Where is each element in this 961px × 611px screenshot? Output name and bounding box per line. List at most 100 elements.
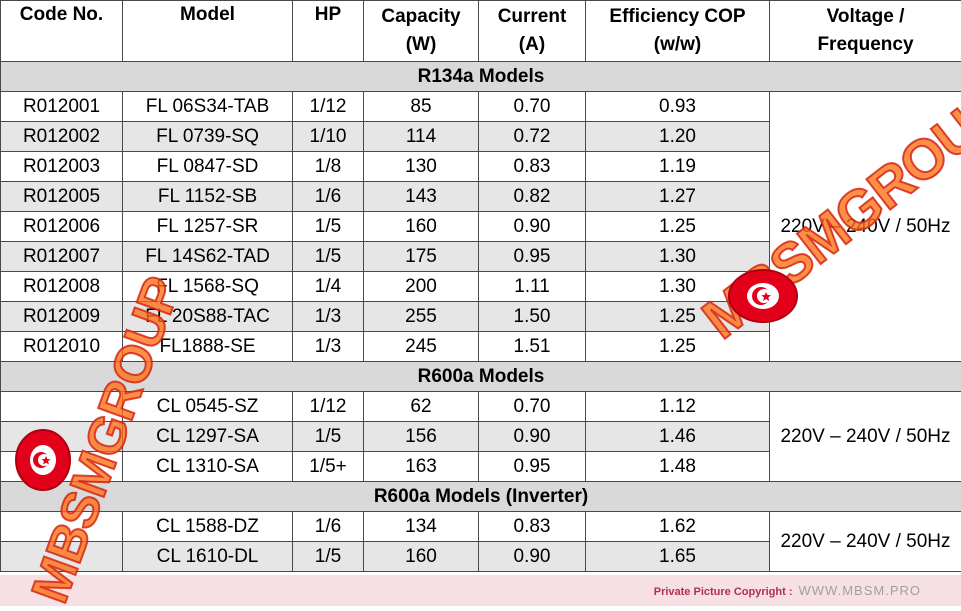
cell-cop: 1.25 bbox=[586, 332, 770, 362]
cell-current: 0.95 bbox=[479, 452, 586, 482]
cell-current: 0.90 bbox=[479, 212, 586, 242]
header-cop: Efficiency COP(w/w) bbox=[586, 1, 770, 62]
cell-code: R012001 bbox=[1, 92, 123, 122]
cell-hp: 1/6 bbox=[293, 182, 364, 212]
cell-cop: 1.27 bbox=[586, 182, 770, 212]
cell-model: CL 1297-SA bbox=[123, 422, 293, 452]
cell-code bbox=[1, 392, 123, 422]
cell-hp: 1/5 bbox=[293, 542, 364, 572]
cell-hp: 1/3 bbox=[293, 332, 364, 362]
cell-model: FL 1568-SQ bbox=[123, 272, 293, 302]
cell-cop: 1.20 bbox=[586, 122, 770, 152]
header-model: Model bbox=[123, 1, 293, 62]
cell-code: R012002 bbox=[1, 122, 123, 152]
cell-current: 0.83 bbox=[479, 512, 586, 542]
cell-code: R012003 bbox=[1, 152, 123, 182]
cell-hp: 1/3 bbox=[293, 302, 364, 332]
cell-cop: 1.46 bbox=[586, 422, 770, 452]
cell-model: FL 06S34-TAB bbox=[123, 92, 293, 122]
cell-current: 1.11 bbox=[479, 272, 586, 302]
header-code: Code No. bbox=[1, 1, 123, 62]
cell-hp: 1/5+ bbox=[293, 452, 364, 482]
cell-model: FL 14S62-TAD bbox=[123, 242, 293, 272]
cell-cop: 1.48 bbox=[586, 452, 770, 482]
cell-capacity: 163 bbox=[364, 452, 479, 482]
section-title: R600a Models (Inverter) bbox=[1, 482, 961, 512]
compressor-spec-table: Code No. Model HP Capacity(W) Current(A)… bbox=[0, 0, 961, 572]
cell-hp: 1/5 bbox=[293, 212, 364, 242]
cell-capacity: 130 bbox=[364, 152, 479, 182]
cell-code bbox=[1, 542, 123, 572]
cell-model: CL 1610-DL bbox=[123, 542, 293, 572]
cell-code: R012006 bbox=[1, 212, 123, 242]
header-row: Code No. Model HP Capacity(W) Current(A)… bbox=[1, 1, 961, 62]
cell-cop: 1.65 bbox=[586, 542, 770, 572]
cell-capacity: 114 bbox=[364, 122, 479, 152]
cell-cop: 0.93 bbox=[586, 92, 770, 122]
cell-capacity: 200 bbox=[364, 272, 479, 302]
copyright-notice: Private Picture Copyright : WWW.MBSM.PRO bbox=[654, 583, 921, 598]
cell-current: 0.70 bbox=[479, 92, 586, 122]
cell-model: CL 1310-SA bbox=[123, 452, 293, 482]
cell-current: 0.90 bbox=[479, 542, 586, 572]
cell-capacity: 134 bbox=[364, 512, 479, 542]
cell-capacity: 160 bbox=[364, 212, 479, 242]
cell-hp: 1/10 bbox=[293, 122, 364, 152]
cell-capacity: 143 bbox=[364, 182, 479, 212]
cell-model: CL 0545-SZ bbox=[123, 392, 293, 422]
cell-hp: 1/5 bbox=[293, 242, 364, 272]
header-hp: HP bbox=[293, 1, 364, 62]
cell-code bbox=[1, 422, 123, 452]
cell-capacity: 255 bbox=[364, 302, 479, 332]
cell-capacity: 156 bbox=[364, 422, 479, 452]
cell-cop: 1.25 bbox=[586, 212, 770, 242]
cell-model: FL 0739-SQ bbox=[123, 122, 293, 152]
cell-voltage: 220V – 240V / 50Hz bbox=[770, 92, 961, 362]
cell-current: 0.95 bbox=[479, 242, 586, 272]
cell-code: R012005 bbox=[1, 182, 123, 212]
cell-code bbox=[1, 512, 123, 542]
header-voltage: Voltage /Frequency bbox=[770, 1, 961, 62]
cell-capacity: 175 bbox=[364, 242, 479, 272]
cell-model: FL 0847-SD bbox=[123, 152, 293, 182]
cell-hp: 1/12 bbox=[293, 92, 364, 122]
cell-capacity: 62 bbox=[364, 392, 479, 422]
cell-voltage: 220V – 240V / 50Hz bbox=[770, 392, 961, 482]
cell-current: 1.50 bbox=[479, 302, 586, 332]
cell-current: 0.82 bbox=[479, 182, 586, 212]
cell-model: FL 20S88-TAC bbox=[123, 302, 293, 332]
cell-code: R012010 bbox=[1, 332, 123, 362]
cell-code: R012007 bbox=[1, 242, 123, 272]
section-header-row: R134a Models bbox=[1, 62, 961, 92]
cell-model: FL 1257-SR bbox=[123, 212, 293, 242]
cell-code: R012009 bbox=[1, 302, 123, 332]
cell-capacity: 245 bbox=[364, 332, 479, 362]
cell-current: 1.51 bbox=[479, 332, 586, 362]
cell-cop: 1.19 bbox=[586, 152, 770, 182]
cell-code bbox=[1, 452, 123, 482]
cell-hp: 1/8 bbox=[293, 152, 364, 182]
cell-current: 0.83 bbox=[479, 152, 586, 182]
cell-cop: 1.25 bbox=[586, 302, 770, 332]
cell-current: 0.70 bbox=[479, 392, 586, 422]
cell-capacity: 85 bbox=[364, 92, 479, 122]
cell-hp: 1/12 bbox=[293, 392, 364, 422]
copyright-site: WWW.MBSM.PRO bbox=[799, 583, 922, 598]
cell-cop: 1.30 bbox=[586, 272, 770, 302]
copyright-label: Private Picture Copyright : bbox=[654, 586, 793, 598]
section-title: R600a Models bbox=[1, 362, 961, 392]
cell-hp: 1/6 bbox=[293, 512, 364, 542]
cell-current: 0.90 bbox=[479, 422, 586, 452]
cell-model: CL 1588-DZ bbox=[123, 512, 293, 542]
cell-hp: 1/4 bbox=[293, 272, 364, 302]
cell-capacity: 160 bbox=[364, 542, 479, 572]
cell-hp: 1/5 bbox=[293, 422, 364, 452]
section-header-row: R600a Models bbox=[1, 362, 961, 392]
section-title: R134a Models bbox=[1, 62, 961, 92]
cell-code: R012008 bbox=[1, 272, 123, 302]
cell-cop: 1.12 bbox=[586, 392, 770, 422]
cell-cop: 1.30 bbox=[586, 242, 770, 272]
